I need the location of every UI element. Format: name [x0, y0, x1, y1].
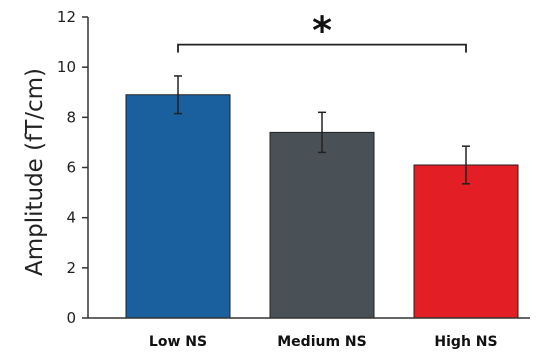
y-tick-label: 0	[66, 309, 76, 327]
y-axis: 0 2 4 6 8 10 12	[57, 8, 89, 327]
y-tick-label: 10	[57, 58, 76, 76]
bars-group	[125, 94, 519, 319]
bar-low-ns	[125, 94, 231, 319]
error-bars-group	[174, 75, 470, 185]
x-category-label: Medium NS	[277, 334, 366, 350]
y-tick-label: 4	[66, 209, 76, 227]
x-category-label: Low NS	[149, 334, 207, 350]
significance-annotation: *	[177, 9, 467, 53]
bar-high-ns	[413, 164, 519, 319]
y-axis-title: Amplitude (fT/cm)	[22, 68, 48, 276]
y-tick-label: 12	[57, 8, 76, 26]
y-tick-label: 6	[66, 159, 76, 177]
y-tick-label: 8	[66, 108, 76, 126]
x-category-label: High NS	[434, 334, 497, 350]
x-axis: Low NS Medium NS High NS	[88, 317, 530, 350]
significance-label: *	[312, 9, 332, 53]
y-tick-label: 2	[66, 259, 76, 277]
bar-medium-ns	[269, 131, 375, 319]
significance-bracket	[177, 43, 467, 53]
